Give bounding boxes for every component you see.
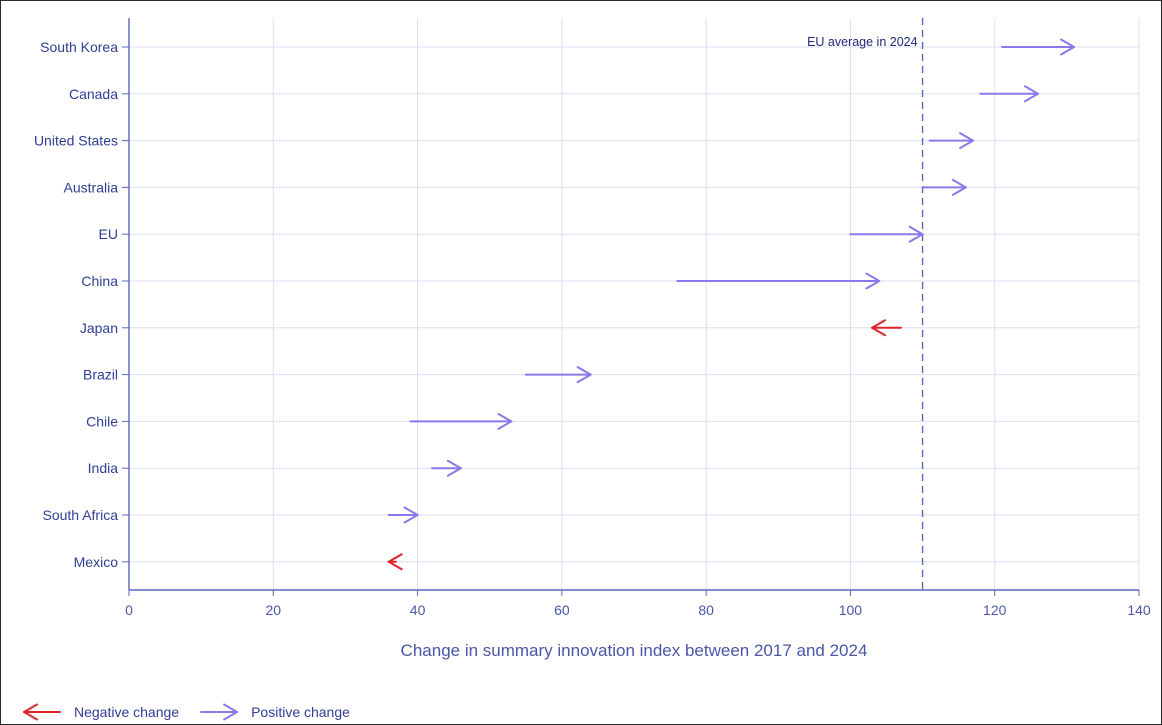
legend-symbol-head [23,703,38,721]
category-label: Brazil [83,367,118,383]
category-label: EU [99,226,118,242]
change-arrow [921,178,967,196]
category-label: Mexico [74,554,119,570]
change-arrow-head [576,366,592,384]
category-label: South Africa [43,507,119,523]
change-arrow-head [959,132,975,150]
change-arrow [524,366,592,384]
change-arrow [928,132,975,150]
change-arrow [676,272,881,290]
change-arrow-head [871,319,887,337]
category-label: China [81,273,118,289]
legend-item: Negative change [23,703,179,721]
change-arrow-head [403,506,419,524]
change-arrow [871,319,902,337]
category-label: United States [34,133,118,149]
change-arrow-head [951,178,967,196]
legend-symbol-head [223,703,239,721]
change-arrow [387,506,419,524]
change-arrow [1000,38,1076,56]
x-tick-label: 80 [698,602,714,618]
change-arrow-head [387,553,403,571]
category-label: South Korea [40,39,118,55]
x-tick-label: 0 [125,602,133,618]
reference-line-label: EU average in 2024 [807,35,918,49]
x-tick-label: 20 [265,602,281,618]
category-label: India [88,460,119,476]
legend-label: Negative change [74,704,179,720]
category-label: Chile [86,413,118,429]
change-arrow-head [497,412,513,430]
change-arrow-head [1060,38,1076,56]
change-arrow-head [1024,85,1039,103]
legend-item: Positive change [200,703,350,721]
legend: Negative change Positive change [23,703,350,721]
change-arrow [849,225,924,243]
x-tick-label: 140 [1127,602,1151,618]
category-label: Australia [64,179,119,195]
axes [122,18,1140,596]
change-arrow [431,459,462,477]
change-arrow-head [865,272,881,290]
change-arrow [979,85,1039,103]
change-arrow-head [446,459,462,477]
category-label: Japan [80,320,118,336]
x-axis-title: Change in summary innovation index betwe… [401,641,868,660]
x-tick-label: 40 [410,602,426,618]
legend-symbol [200,703,239,721]
change-arrow [409,412,513,430]
change-arrow [387,553,403,571]
x-tick-label: 60 [554,602,570,618]
grid [129,18,1140,590]
category-label: Canada [69,86,118,102]
x-tick-label: 100 [839,602,863,618]
arrows [387,38,1076,571]
change-arrow-head [908,225,924,243]
x-tick-label: 120 [983,602,1007,618]
legend-symbol [23,703,61,721]
labels: 0 20 40 60 80 100 120 140 South Korea Canada Unite… [34,35,1151,618]
legend-label: Positive change [251,704,350,720]
